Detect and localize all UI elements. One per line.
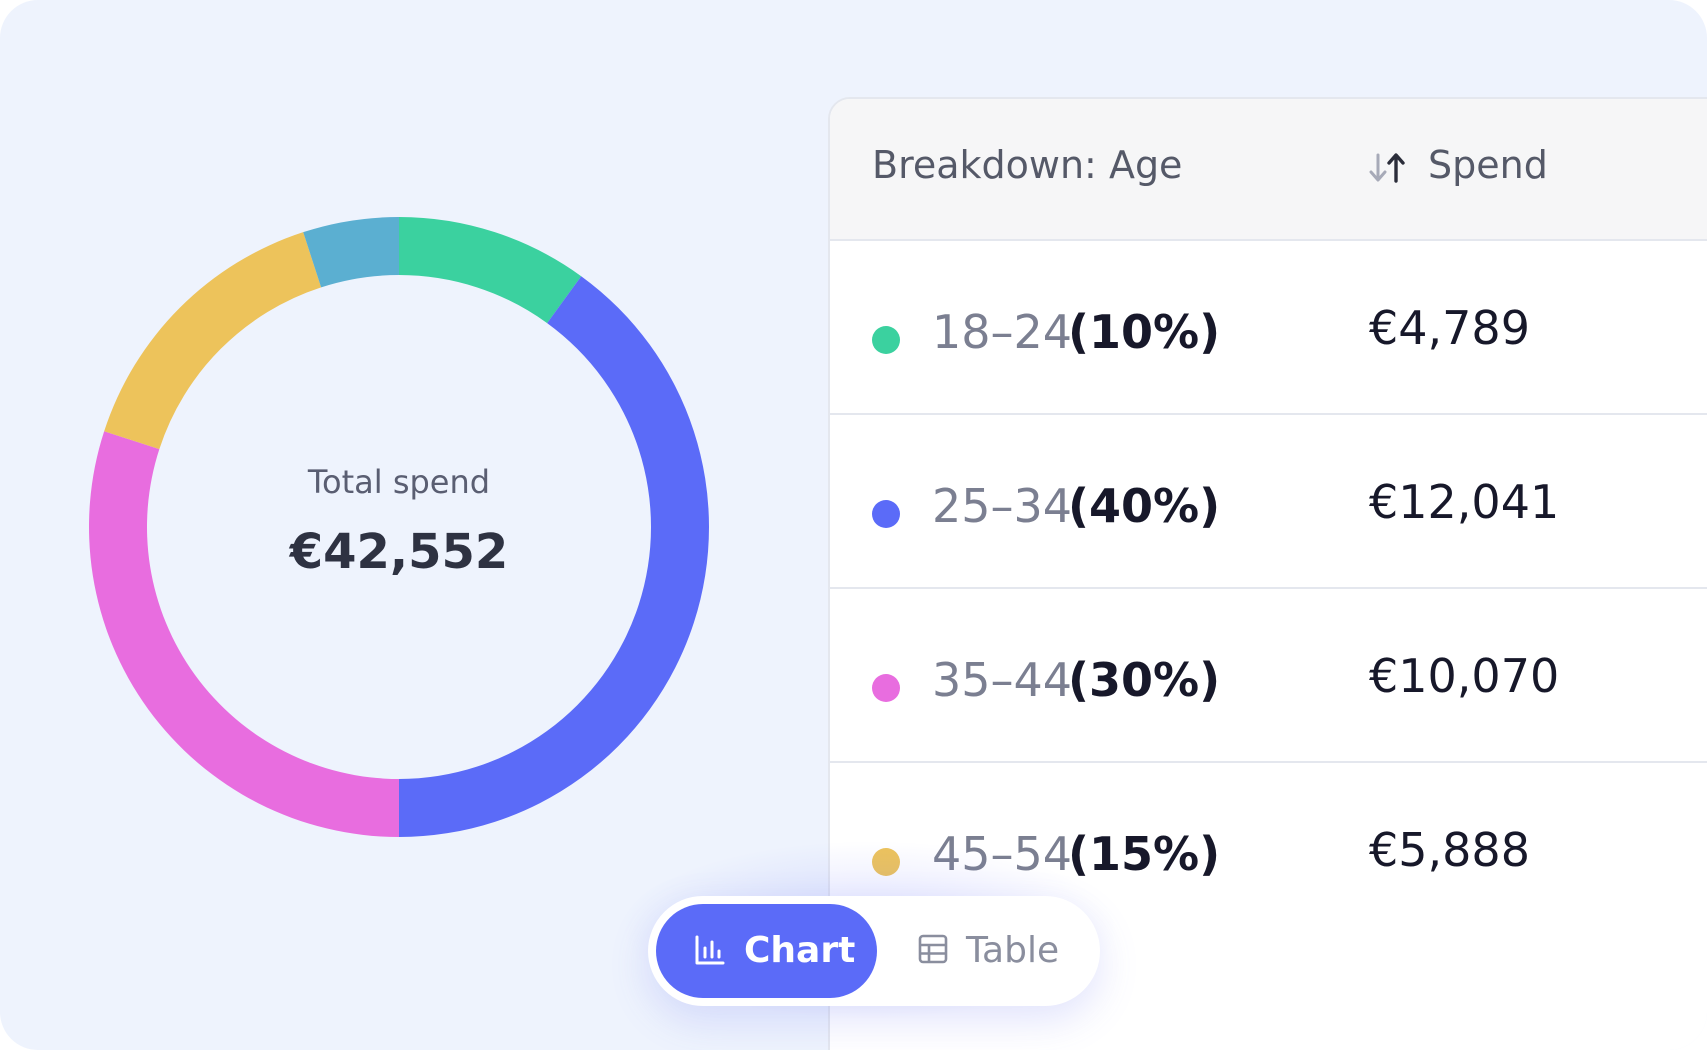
chart-view-label: Chart xyxy=(744,930,856,971)
age-range: 18–24 xyxy=(932,305,1073,359)
legend-dot xyxy=(872,848,900,876)
legend-dot xyxy=(872,674,900,702)
table-row[interactable]: 18–24 (10%) €4,789 xyxy=(830,241,1707,415)
spend-donut-chart xyxy=(89,217,709,837)
table-view-button[interactable]: Table xyxy=(888,904,1088,998)
chart-view-button[interactable]: Chart xyxy=(656,904,877,998)
age-share: (15%) xyxy=(1068,827,1221,881)
table-grid-icon xyxy=(918,934,948,964)
breakdown-column-header[interactable]: Breakdown: Age xyxy=(872,143,1183,187)
legend-dot xyxy=(872,500,900,528)
age-share: (10%) xyxy=(1068,305,1221,359)
spend-amount: €5,888 xyxy=(1369,823,1530,877)
sort-arrows-icon[interactable] xyxy=(1368,151,1408,185)
donut-slice-18-24[interactable] xyxy=(399,217,582,324)
table-row[interactable]: 45–54 (15%) €5,888 xyxy=(830,763,1707,937)
donut-slice-45-54[interactable] xyxy=(104,232,322,450)
table-view-label: Table xyxy=(966,930,1060,971)
donut-slice-55+[interactable] xyxy=(303,217,399,288)
total-spend-label: Total spend xyxy=(307,463,491,501)
table-row[interactable]: 25–34 (40%) €12,041 xyxy=(830,415,1707,589)
total-spend-value: €42,552 xyxy=(289,524,509,580)
table-header: Breakdown: Age Spend xyxy=(830,99,1707,241)
age-share: (30%) xyxy=(1068,653,1221,707)
age-range: 25–34 xyxy=(932,479,1073,533)
spend-amount: €10,070 xyxy=(1369,649,1560,703)
age-range: 45–54 xyxy=(932,827,1072,881)
view-toggle: Chart Table xyxy=(648,896,1100,1006)
breakdown-table: Breakdown: Age Spend 18–24 (10%) €4,789 … xyxy=(828,97,1707,1050)
donut-slice-35-44[interactable] xyxy=(89,431,399,837)
legend-dot xyxy=(872,326,900,354)
bar-chart-icon xyxy=(695,935,725,965)
spend-amount: €12,041 xyxy=(1369,475,1560,529)
spend-column-header[interactable]: Spend xyxy=(1428,143,1548,187)
spend-amount: €4,789 xyxy=(1369,301,1530,355)
age-share: (40%) xyxy=(1068,479,1221,533)
table-row[interactable]: 35–44 (30%) €10,070 xyxy=(830,589,1707,763)
donut-slice-25-34[interactable] xyxy=(399,276,709,837)
age-range: 35–44 xyxy=(932,653,1073,707)
